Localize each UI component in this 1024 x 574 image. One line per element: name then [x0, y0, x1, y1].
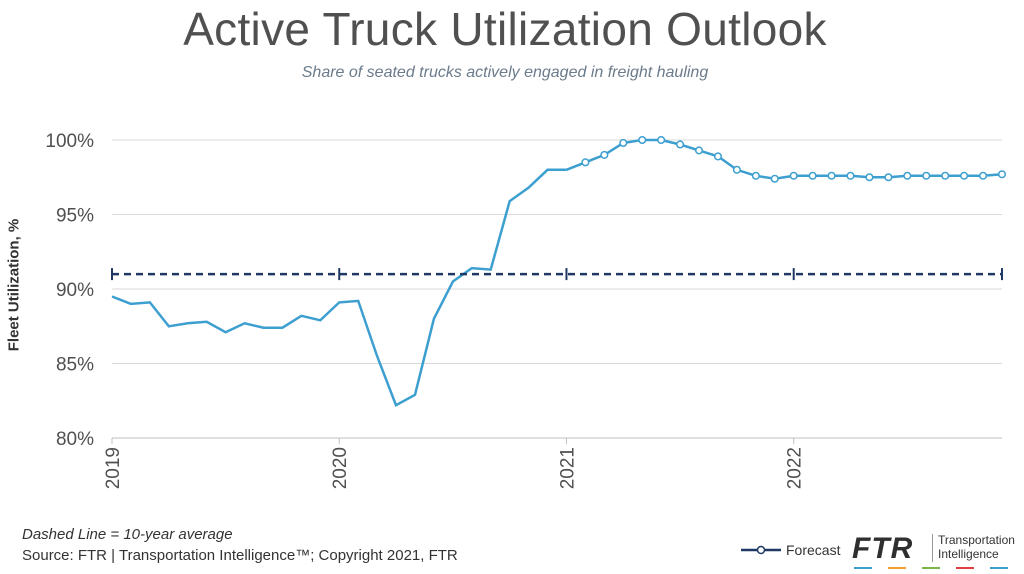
y-tick-label: 100% — [45, 131, 94, 152]
forecast-point — [600, 150, 609, 159]
forecast-point — [657, 135, 666, 145]
logo-tagline-line1: Transportation — [938, 533, 1015, 547]
logo-color-bar — [922, 567, 940, 569]
dashed-line-note: Dashed Line = 10-year average — [22, 526, 233, 543]
forecast-point — [789, 171, 798, 180]
forecast-point — [941, 171, 950, 180]
forecast-point — [846, 171, 855, 180]
forecast-point — [751, 171, 760, 180]
forecast-point — [676, 140, 685, 149]
forecast-point — [619, 138, 628, 148]
ftr-logo-mark: FTR — [852, 532, 914, 565]
forecast-point — [713, 152, 723, 161]
forecast-point — [638, 135, 647, 145]
chart-subtitle: Share of seated trucks actively engaged … — [301, 64, 709, 81]
x-tick-label: 2021 — [557, 447, 578, 489]
forecast-point — [960, 171, 969, 180]
forecast-legend-swatch — [741, 545, 781, 555]
y-tick-label: 85% — [56, 355, 94, 376]
x-tick-label: 2022 — [785, 447, 806, 489]
forecast-point — [865, 173, 874, 182]
forecast-point — [903, 171, 912, 180]
y-tick-label: 80% — [56, 429, 94, 450]
ftr-logo: FTR Transportation Intelligence — [852, 530, 1022, 570]
x-tick-label: 2020 — [330, 447, 351, 489]
forecast-point — [694, 146, 704, 155]
forecast-legend-label: Forecast — [786, 542, 841, 558]
y-tick-label: 90% — [56, 280, 94, 301]
logo-tagline-line2: Intelligence — [938, 547, 999, 561]
forecast-point — [884, 173, 893, 182]
forecast-point — [979, 171, 988, 180]
forecast-point — [770, 174, 779, 183]
logo-color-bar — [888, 567, 906, 569]
logo-tagline: Transportation Intelligence — [938, 533, 1015, 561]
logo-color-bar — [956, 567, 974, 569]
y-axis-label-wrap: Fleet Utilization, % — [4, 219, 24, 352]
forecast-point — [997, 170, 1007, 179]
forecast-point — [732, 165, 741, 174]
logo-divider — [932, 534, 933, 562]
y-tick-label: 95% — [56, 206, 94, 227]
logo-color-bar — [990, 567, 1008, 569]
actual-series-line — [111, 168, 567, 407]
y-axis-label: Fleet Utilization, % — [5, 218, 23, 352]
forecast-point — [922, 171, 931, 180]
forecast-point — [581, 158, 590, 167]
forecast-series-line — [566, 138, 1003, 180]
chart-title: Active Truck Utilization Outlook — [183, 3, 827, 55]
logo-color-bar — [854, 567, 872, 569]
x-tick-label: 2019 — [103, 447, 124, 489]
source-text: Source: FTR | Transportation Intelligenc… — [22, 547, 458, 564]
forecast-point — [827, 171, 836, 180]
forecast-point — [808, 171, 817, 180]
legend: Forecast — [740, 540, 840, 560]
